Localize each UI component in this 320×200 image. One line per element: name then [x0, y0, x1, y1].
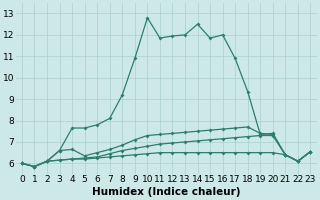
X-axis label: Humidex (Indice chaleur): Humidex (Indice chaleur) [92, 187, 240, 197]
